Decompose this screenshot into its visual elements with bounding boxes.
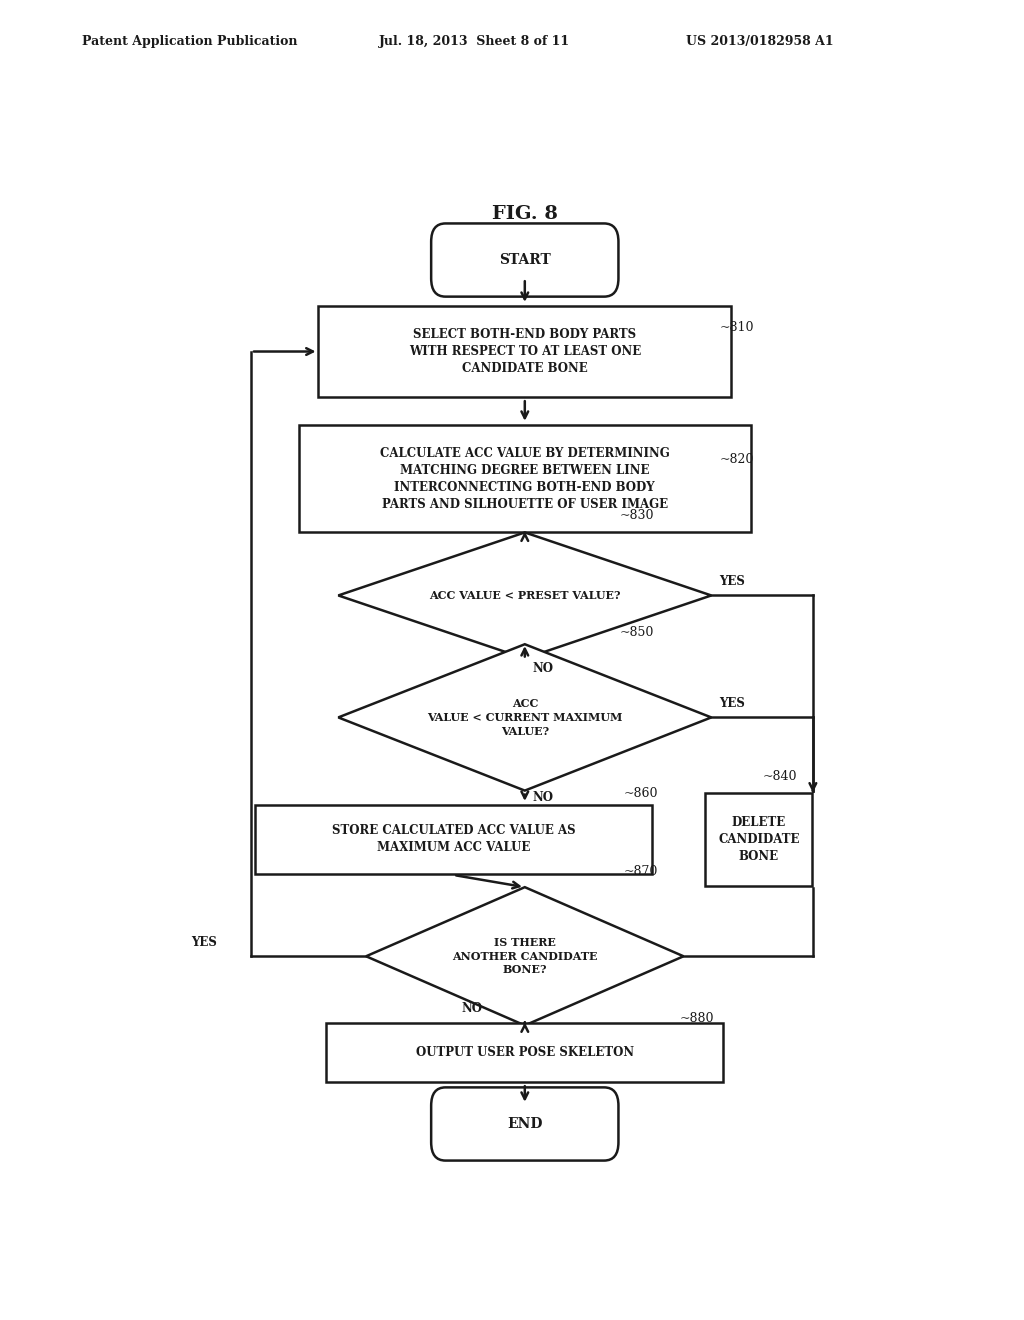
Text: FIG. 8: FIG. 8 <box>492 206 558 223</box>
FancyBboxPatch shape <box>299 425 751 532</box>
Text: IS THERE
ANOTHER CANDIDATE
BONE?: IS THERE ANOTHER CANDIDATE BONE? <box>452 937 598 975</box>
Text: YES: YES <box>191 936 217 949</box>
Text: END: END <box>507 1117 543 1131</box>
Text: Jul. 18, 2013  Sheet 8 of 11: Jul. 18, 2013 Sheet 8 of 11 <box>379 34 570 48</box>
Text: ~810: ~810 <box>719 321 754 334</box>
Text: YES: YES <box>719 576 745 589</box>
Text: START: START <box>499 253 551 267</box>
Text: ~880: ~880 <box>680 1012 714 1026</box>
Text: ~830: ~830 <box>620 510 654 523</box>
Text: STORE CALCULATED ACC VALUE AS
MAXIMUM ACC VALUE: STORE CALCULATED ACC VALUE AS MAXIMUM AC… <box>332 825 575 854</box>
FancyBboxPatch shape <box>318 306 731 397</box>
Text: ACC VALUE < PRESET VALUE?: ACC VALUE < PRESET VALUE? <box>429 590 621 601</box>
Text: ~840: ~840 <box>763 771 798 784</box>
FancyBboxPatch shape <box>431 223 618 297</box>
Text: NO: NO <box>532 791 554 804</box>
Text: OUTPUT USER POSE SKELETON: OUTPUT USER POSE SKELETON <box>416 1047 634 1060</box>
Polygon shape <box>338 644 712 791</box>
Text: ~820: ~820 <box>719 453 754 466</box>
FancyBboxPatch shape <box>706 792 812 886</box>
FancyBboxPatch shape <box>255 805 651 874</box>
Text: NO: NO <box>461 1002 482 1015</box>
Text: CALCULATE ACC VALUE BY DETERMINING
MATCHING DEGREE BETWEEN LINE
INTERCONNECTING : CALCULATE ACC VALUE BY DETERMINING MATCH… <box>380 446 670 511</box>
FancyBboxPatch shape <box>431 1088 618 1160</box>
Polygon shape <box>338 532 712 659</box>
Text: Patent Application Publication: Patent Application Publication <box>82 34 297 48</box>
Text: DELETE
CANDIDATE
BONE: DELETE CANDIDATE BONE <box>718 816 800 863</box>
FancyBboxPatch shape <box>327 1023 723 1082</box>
Text: ~870: ~870 <box>624 865 658 878</box>
Text: YES: YES <box>719 697 745 710</box>
Text: ~860: ~860 <box>624 787 658 800</box>
Text: ~850: ~850 <box>620 626 654 639</box>
Text: US 2013/0182958 A1: US 2013/0182958 A1 <box>686 34 834 48</box>
Polygon shape <box>367 887 684 1026</box>
Text: NO: NO <box>532 661 554 675</box>
Text: SELECT BOTH-END BODY PARTS
WITH RESPECT TO AT LEAST ONE
CANDIDATE BONE: SELECT BOTH-END BODY PARTS WITH RESPECT … <box>409 327 641 375</box>
Text: ACC
VALUE < CURRENT MAXIMUM
VALUE?: ACC VALUE < CURRENT MAXIMUM VALUE? <box>427 698 623 737</box>
